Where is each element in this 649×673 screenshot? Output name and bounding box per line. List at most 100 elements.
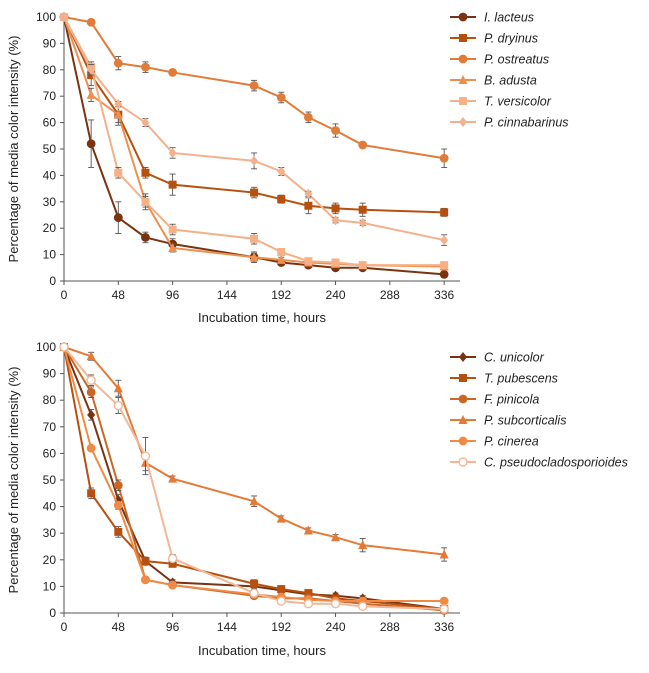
legend-swatch-marker [459,374,467,382]
data-point [440,235,449,246]
data-point [358,140,368,150]
legend-label: P. dryinus [484,32,538,46]
legend-swatch-marker [458,457,468,467]
y-tick-label: 50 [43,142,57,156]
data-point [331,126,340,135]
legend-label: P. cinnabarinus [484,116,569,130]
data-point [86,443,96,453]
y-tick-label: 80 [43,63,57,77]
series-line [63,346,445,556]
series-c-pseudocladosporioides [59,342,449,614]
data-point [249,252,259,262]
data-point [358,205,367,214]
data-point [440,261,449,270]
x-tick-label: 96 [166,620,180,634]
y-tick-label: 50 [43,473,57,487]
x-tick-label: 288 [380,620,400,634]
legend: I. lacteus P. dryinus P. ostreatus B. adust… [450,11,569,130]
x-axis-title: Incubation time, hours [198,310,326,325]
data-point [87,64,96,75]
y-axis-title: Percentage of media color intensity (%) [6,36,21,263]
series-line [63,346,445,612]
data-point [113,58,123,68]
data-point [249,588,259,598]
legend-item-i-lacteus: I. lacteus [450,11,534,25]
data-point [357,601,368,612]
y-tick-label: 10 [43,248,57,262]
legend-swatch-marker [458,12,468,22]
y-tick-label: 80 [43,393,57,407]
data-point [86,375,96,385]
y-tick-label: 20 [43,221,57,235]
data-point [113,109,123,119]
data-point [168,243,178,252]
data-point [168,68,178,77]
data-point [250,188,259,197]
legend: C. unicolor T. pubescens F. pinicola P. sub… [450,351,628,470]
x-tick-label: 192 [271,620,291,634]
data-point [141,197,150,206]
data-point [303,598,314,609]
data-point [331,258,340,267]
data-point [358,217,367,228]
legend-label: B. adusta [484,74,537,88]
series-line [63,346,445,611]
data-point [439,604,449,614]
series-p-dryinus [60,13,449,217]
series-p-ostreatus [59,12,449,168]
data-point [276,596,286,606]
data-point [440,208,449,217]
y-tick-label: 90 [43,367,57,381]
data-point [276,93,286,102]
data-point [331,532,341,542]
data-point [331,204,340,213]
data-point [249,496,259,506]
series-line [63,346,445,611]
legend-label: T. versicolor [484,95,552,109]
data-point [331,215,340,226]
data-point [60,12,68,22]
legend-swatch-marker [459,352,467,362]
data-point [59,342,69,352]
data-point [168,473,178,483]
legend-item-c-pseudocladosporioides: C. pseudocladosporioides [450,456,628,470]
data-point [250,579,259,588]
data-point [141,117,150,128]
legend-item-t-pubescens: T. pubescens [450,372,558,386]
legend-swatch-marker [458,75,468,84]
data-point [113,383,123,393]
legend-item-p-cinnabarinus: P. cinnabarinus [450,116,569,130]
y-tick-label: 10 [43,579,57,593]
data-point [358,261,367,270]
legend-label: C. unicolor [484,351,545,365]
data-point [277,195,286,204]
data-point [114,99,123,110]
x-tick-label: 144 [217,288,237,302]
legend-label: T. pubescens [484,372,558,386]
y-axis-title: Percentage of media color intensity (%) [6,367,21,594]
data-point [276,254,286,264]
data-point [87,409,96,420]
y-tick-label: 90 [43,36,57,50]
data-point [168,580,178,590]
x-tick-label: 288 [380,288,400,302]
legend-swatch-marker [458,394,468,404]
x-tick-label: 48 [112,620,126,634]
series-line [63,346,445,611]
data-point [358,540,368,550]
legend-swatch-marker [459,34,467,42]
legend-swatch-marker [458,415,468,424]
y-tick-label: 60 [43,116,57,130]
data-point [86,139,96,149]
data-point [168,147,177,158]
data-point [141,557,150,566]
data-point [86,387,96,397]
legend-swatch-marker [458,436,468,446]
data-point [277,247,286,256]
chart-2: 0 10 20 30 40 50 60 70 80 90 100 0 48 96 144 192 240 288 3… [6,340,628,658]
series-line [63,346,445,603]
legend-label: I. lacteus [484,11,534,25]
legend-swatch-marker [459,117,467,127]
data-point [141,168,150,177]
data-point [250,155,259,166]
